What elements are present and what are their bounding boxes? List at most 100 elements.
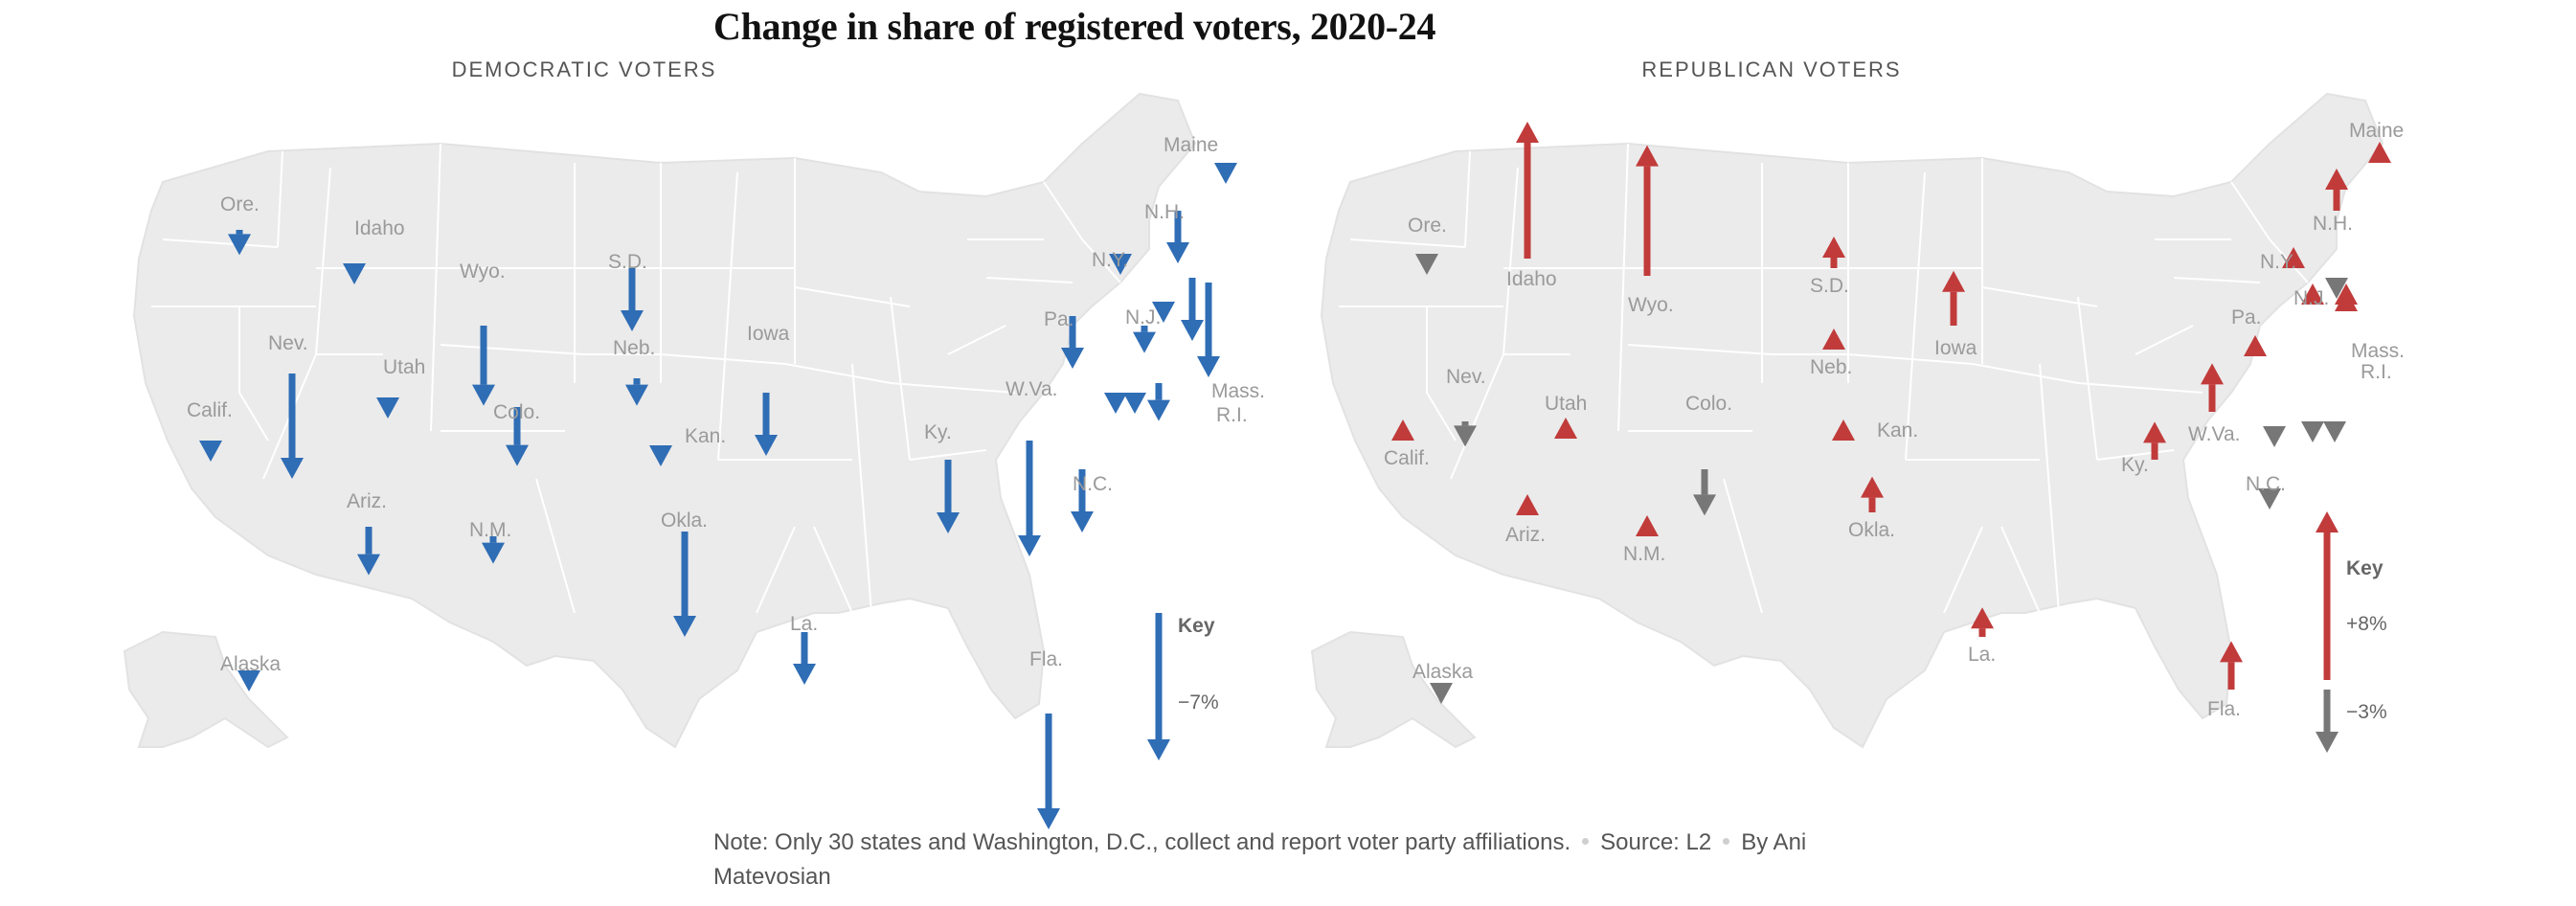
arrow-d-c — [2323, 421, 2346, 442]
state-label-kan: Kan. — [685, 425, 726, 447]
state-border — [813, 526, 853, 614]
state-label-n-h: N.H. — [1144, 201, 1185, 223]
arrow-idaho — [1516, 122, 1539, 259]
arrow-okla — [1861, 476, 1884, 512]
state-border — [430, 143, 441, 432]
arrow-okla — [673, 532, 696, 637]
chart-title: Change in share of registered voters, 20… — [713, 5, 1436, 48]
arrow-nev — [281, 374, 304, 479]
state-label-n-j: N.J. — [1125, 306, 1161, 328]
arrow-fla — [2220, 641, 2243, 690]
arrow-maine — [1214, 163, 1237, 184]
arrow-n-m — [482, 536, 505, 564]
state-label-iowa: Iowa — [1934, 337, 1977, 359]
key-arrow-rep-up — [2316, 511, 2339, 680]
state-label-w-va: W.Va. — [1006, 378, 1057, 400]
state-border — [440, 344, 585, 355]
arrow-md — [2263, 426, 2286, 447]
state-label-n-c: N.C. — [2246, 473, 2286, 495]
democratic-voters-map: DEMOCRATIC VOTERS Ore. Idaho Calif. Nev. Utah… — [123, 57, 1265, 829]
state-label-n-c: N.C. — [1073, 473, 1113, 495]
arrow-n-y — [1109, 254, 1132, 275]
arrow-ky — [2143, 421, 2166, 460]
arrow-kan — [649, 445, 672, 466]
arrow-la — [793, 632, 816, 685]
byline-text: By Ani Matevosian — [713, 829, 1807, 890]
map-geometry — [123, 92, 1197, 749]
state-label-n-j: N.J. — [2294, 287, 2329, 309]
state-label-idaho: Idaho — [354, 217, 405, 239]
state-border — [2000, 526, 2041, 614]
key-title-rep: Key — [2346, 557, 2384, 579]
state-border — [2077, 296, 2098, 461]
state-label-n-m: N.M. — [469, 519, 511, 541]
arrow-n-c — [2258, 488, 2281, 510]
state-border — [151, 306, 269, 442]
state-label-okla: Okla. — [1848, 519, 1895, 541]
state-label-neb: Neb. — [613, 337, 655, 359]
arrow-mass — [1197, 283, 1220, 377]
arrow-n-h — [2325, 169, 2348, 211]
state-border — [2173, 277, 2261, 283]
arrow-d-c — [1147, 383, 1170, 421]
state-label-ariz: Ariz. — [1505, 524, 1546, 546]
arrow-n-m — [1636, 515, 1659, 536]
state-label-ky: Ky. — [924, 421, 952, 443]
arrow-utah — [1554, 418, 1577, 439]
state-label-la: La. — [790, 613, 818, 635]
state-border — [717, 171, 738, 461]
arrow-n-j — [1133, 326, 1156, 353]
alaska-outline — [123, 630, 289, 749]
arrow-ore — [1415, 254, 1438, 275]
state-border — [1043, 181, 1083, 240]
state-label-alaska: Alaska — [1412, 661, 1473, 683]
arrow-w-va — [2201, 363, 2224, 412]
state-label-iowa: Iowa — [747, 323, 790, 345]
state-label-fla: Fla. — [2207, 698, 2241, 720]
state-label-pa: Pa. — [1044, 308, 1074, 330]
state-border — [1349, 238, 1466, 248]
state-label-ore: Ore. — [220, 193, 260, 215]
arrow-nev — [1454, 421, 1477, 447]
arrow-ky — [937, 460, 960, 533]
state-border — [1972, 363, 2079, 384]
key-label-dem: −7% — [1178, 691, 1219, 713]
arrow-iowa — [755, 393, 778, 456]
state-label-alaska: Alaska — [220, 653, 281, 675]
state-border — [162, 238, 279, 248]
state-label-idaho: Idaho — [1506, 268, 1557, 290]
state-border — [1503, 167, 1519, 355]
state-border — [1723, 478, 1763, 614]
state-label-wyo: Wyo. — [1628, 294, 1674, 316]
arrow-maine — [2368, 142, 2391, 163]
arrow-alaska — [1430, 683, 1453, 704]
republican-voters-map: REPUBLICAN VOTERS Ore. Idaho Calif. Nev. Utah… — [1310, 57, 2405, 753]
state-border — [851, 363, 872, 614]
state-label-maine: Maine — [1164, 134, 1218, 156]
state-label-okla: Okla. — [661, 510, 708, 532]
key-label-rep-down: −3% — [2346, 701, 2387, 723]
state-border — [784, 363, 892, 384]
arrow-n-j — [2301, 283, 2324, 305]
state-label-la: La. — [1968, 644, 1996, 666]
arrow-iowa — [1942, 270, 1965, 326]
arrow-conn — [1152, 302, 1175, 323]
arrow-r-i — [1181, 278, 1204, 341]
state-label-n-y: N.Y. — [1092, 249, 1128, 271]
state-label-s-d: S.D. — [608, 251, 647, 273]
arrow-alaska — [237, 670, 260, 691]
arrow-s-d — [621, 268, 644, 331]
state-border — [1627, 344, 1773, 355]
state-label-fla: Fla. — [1029, 648, 1063, 670]
arrow-n-c — [1071, 469, 1094, 532]
state-border — [2077, 382, 2203, 394]
state-label-r-i: R.I. — [2361, 361, 2392, 383]
arrow-neb — [1822, 328, 1845, 350]
map-geometry — [1310, 92, 2384, 749]
separator-dot — [1582, 838, 1590, 846]
state-label-pa: Pa. — [2231, 306, 2262, 328]
state-label-colo: Colo. — [493, 401, 540, 423]
state-label-s-d: S.D. — [1810, 275, 1849, 297]
state-border — [277, 150, 283, 248]
note-text: Note: Only 30 states and Washington, D.C… — [713, 829, 1571, 855]
